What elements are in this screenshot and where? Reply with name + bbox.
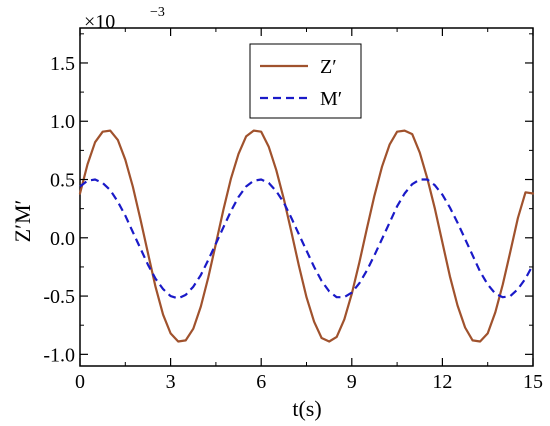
y-scale-multiplier: ×10 −3	[84, 5, 165, 33]
y-axis-label: Z′M′	[10, 200, 35, 243]
series-layer	[78, 129, 535, 343]
x-axis-ticks: 0 3 6 9 12 15	[75, 28, 543, 393]
series-line-z-prime	[78, 129, 535, 343]
y-scale-base: ×10	[84, 11, 115, 33]
x-tick-label: 9	[347, 371, 357, 393]
series-line-m-prime	[79, 178, 534, 300]
x-tick-label: 15	[523, 371, 543, 393]
x-tick-label: 3	[166, 371, 176, 393]
y-tick-label: 1.5	[50, 53, 75, 75]
x-tick-label: 0	[75, 371, 85, 393]
y-tick-label: 0.5	[50, 170, 75, 192]
y-axis-ticks: -1.0 -0.5 0.0 0.5 1.0 1.5	[43, 33, 533, 366]
legend-label: M′	[320, 88, 342, 110]
y-scale-exponent: −3	[150, 5, 165, 20]
legend: Z′ M′	[249, 43, 362, 119]
legend-label: Z′	[320, 56, 337, 78]
x-tick-label: 6	[256, 371, 266, 393]
y-tick-label: -1.0	[43, 344, 75, 366]
y-tick-label: -0.5	[43, 286, 75, 308]
y-tick-label: 1.0	[50, 111, 75, 133]
x-axis-label: t(s)	[292, 396, 321, 421]
y-tick-label: 0.0	[50, 228, 75, 250]
legend-box	[249, 43, 362, 119]
x-tick-label: 12	[432, 371, 452, 393]
